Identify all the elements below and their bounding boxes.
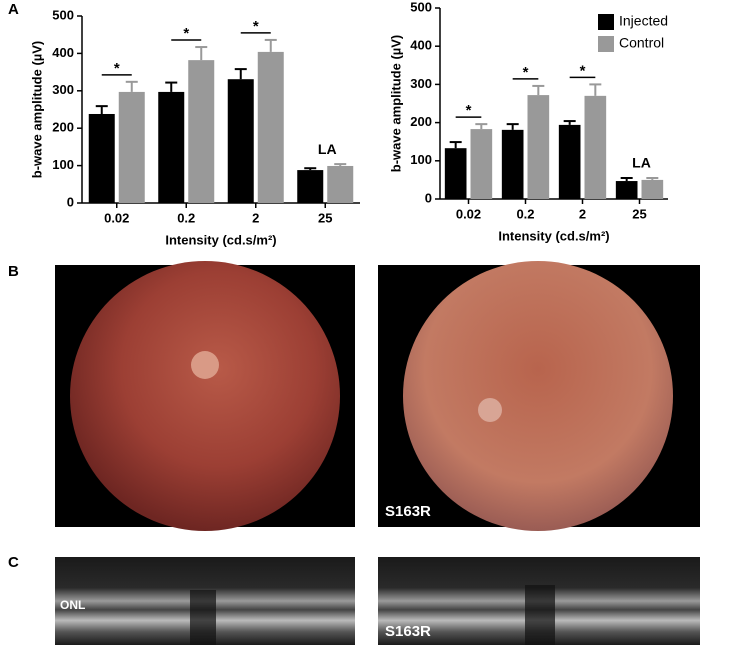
x-axis-label: Intensity (cd.s/m²) bbox=[165, 232, 276, 247]
y-axis-label: b-wave amplitude (µV) bbox=[29, 41, 44, 179]
y-tick-label: 400 bbox=[52, 45, 74, 60]
y-tick-label: 300 bbox=[52, 82, 74, 97]
bar bbox=[88, 113, 115, 203]
bar bbox=[327, 165, 354, 203]
fundus-retina bbox=[70, 261, 340, 531]
legend-swatch bbox=[598, 14, 614, 30]
y-tick-label: 0 bbox=[425, 190, 432, 205]
y-tick-label: 0 bbox=[67, 194, 74, 209]
y-tick-label: 500 bbox=[52, 7, 74, 22]
annotation: LA bbox=[632, 155, 651, 171]
oct-shadow bbox=[190, 590, 216, 645]
legend-label: Control bbox=[619, 35, 664, 51]
optic-disc bbox=[478, 398, 502, 422]
x-tick-label: 0.2 bbox=[516, 206, 534, 221]
panel-label: B bbox=[8, 263, 19, 280]
bar bbox=[227, 79, 254, 203]
bar bbox=[501, 129, 524, 199]
annotation: LA bbox=[318, 141, 337, 157]
bar bbox=[257, 51, 284, 204]
bar bbox=[297, 170, 324, 203]
bar bbox=[615, 181, 638, 199]
x-tick-label: 25 bbox=[318, 210, 332, 225]
y-tick-label: 400 bbox=[410, 38, 432, 53]
significance-star: * bbox=[253, 18, 259, 35]
bar bbox=[444, 148, 467, 199]
significance-star: * bbox=[183, 25, 189, 42]
x-axis-label: Intensity (cd.s/m²) bbox=[498, 228, 609, 243]
legend-label: Injected bbox=[619, 13, 668, 29]
bar bbox=[158, 91, 185, 203]
significance-star: * bbox=[114, 60, 120, 77]
bar bbox=[584, 95, 607, 199]
y-axis-label: b-wave amplitude (µV) bbox=[388, 35, 403, 173]
bar bbox=[188, 60, 215, 203]
y-tick-label: 200 bbox=[410, 114, 432, 129]
y-tick-label: 100 bbox=[410, 152, 432, 167]
panel-label: C bbox=[8, 554, 19, 571]
image-label: ONL bbox=[60, 598, 85, 612]
x-tick-label: 0.02 bbox=[456, 206, 481, 221]
bar bbox=[470, 129, 493, 199]
y-tick-label: 100 bbox=[52, 157, 74, 172]
x-tick-label: 0.02 bbox=[104, 210, 129, 225]
legend-swatch bbox=[598, 36, 614, 52]
bar bbox=[641, 179, 664, 199]
oct-shadow bbox=[525, 585, 555, 645]
significance-star: * bbox=[466, 102, 472, 119]
bar bbox=[527, 95, 550, 199]
y-tick-label: 500 bbox=[410, 0, 432, 14]
bar bbox=[118, 91, 145, 203]
x-tick-label: 2 bbox=[579, 206, 586, 221]
x-tick-label: 25 bbox=[632, 206, 646, 221]
x-tick-label: 2 bbox=[252, 210, 259, 225]
bar bbox=[558, 124, 581, 199]
significance-star: * bbox=[523, 64, 529, 81]
x-tick-label: 0.2 bbox=[177, 210, 195, 225]
optic-disc bbox=[191, 351, 219, 379]
image-label: S163R bbox=[385, 623, 431, 640]
image-label: S163R bbox=[385, 503, 431, 520]
panel-label: A bbox=[8, 1, 19, 18]
y-tick-label: 200 bbox=[52, 120, 74, 135]
significance-star: * bbox=[580, 62, 586, 79]
y-tick-label: 300 bbox=[410, 76, 432, 91]
fundus-retina bbox=[403, 261, 673, 531]
